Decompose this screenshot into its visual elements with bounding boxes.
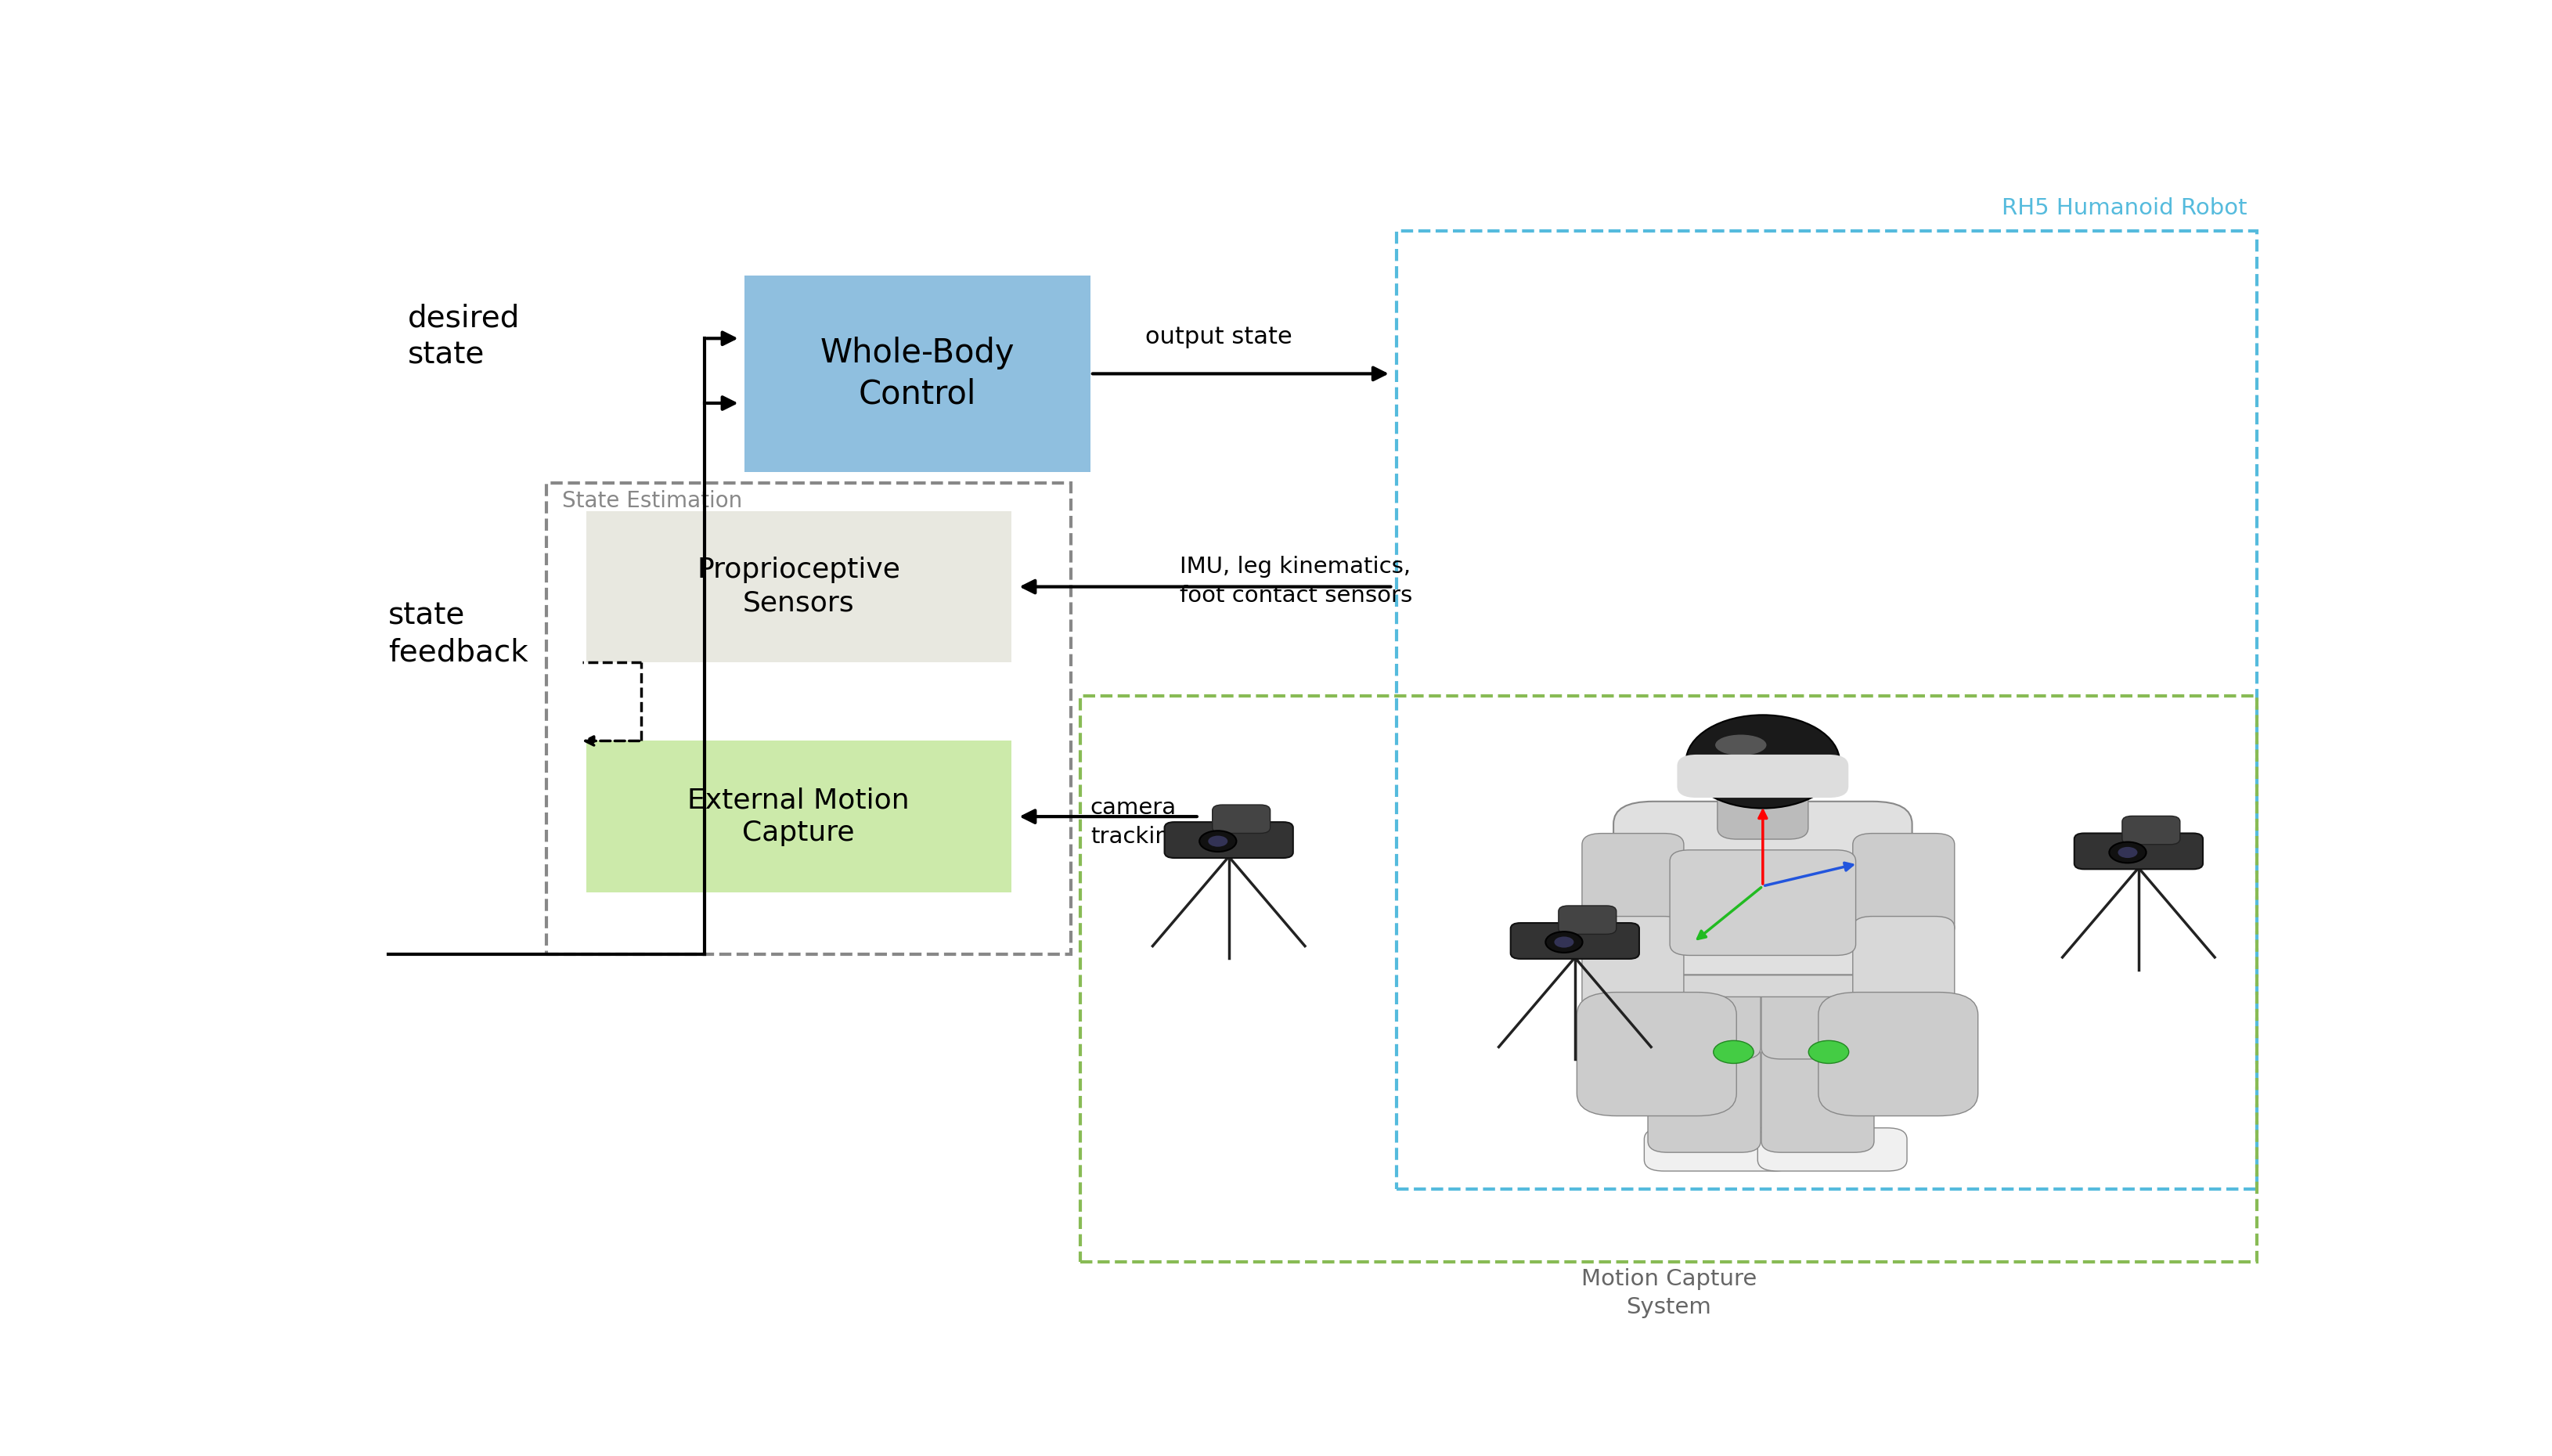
FancyBboxPatch shape (1577, 992, 1735, 1115)
Text: IMU, leg kinematics,
foot contact sensors: IMU, leg kinematics, foot contact sensor… (1179, 556, 1411, 607)
FancyBboxPatch shape (2123, 815, 2179, 844)
Circle shape (1809, 1041, 1848, 1063)
FancyBboxPatch shape (1853, 833, 1955, 939)
Text: Motion Capture
System: Motion Capture System (1582, 1268, 1756, 1319)
Circle shape (2108, 842, 2146, 863)
Circle shape (1554, 936, 1575, 948)
Circle shape (2118, 847, 2139, 858)
Bar (587, 741, 1011, 893)
Text: External Motion
Capture: External Motion Capture (686, 786, 909, 846)
FancyBboxPatch shape (1212, 805, 1271, 833)
FancyBboxPatch shape (1582, 833, 1684, 939)
FancyBboxPatch shape (1649, 1042, 1761, 1152)
Circle shape (1712, 1041, 1753, 1063)
FancyBboxPatch shape (1761, 1042, 1873, 1152)
Text: camera
tracking: camera tracking (1090, 796, 1184, 847)
FancyBboxPatch shape (1853, 916, 1955, 1022)
Bar (1396, 232, 2259, 1190)
Text: RH5 Humanoid Robot: RH5 Humanoid Robot (2001, 198, 2248, 220)
Text: output state: output state (1146, 326, 1291, 348)
Text: desired
state: desired state (408, 304, 521, 370)
FancyBboxPatch shape (1669, 850, 1855, 955)
Circle shape (1547, 932, 1582, 952)
FancyBboxPatch shape (1717, 783, 1809, 839)
Text: Proprioceptive
Sensors: Proprioceptive Sensors (697, 558, 901, 616)
FancyBboxPatch shape (2075, 833, 2202, 869)
FancyBboxPatch shape (1643, 1128, 1794, 1171)
Bar (1079, 696, 2256, 1262)
Text: state
feedback: state feedback (388, 601, 528, 667)
FancyBboxPatch shape (1641, 938, 1886, 997)
Bar (546, 483, 1072, 954)
FancyBboxPatch shape (1758, 1128, 1906, 1171)
FancyBboxPatch shape (1511, 923, 1638, 960)
Bar (745, 275, 1090, 472)
Text: State Estimation: State Estimation (561, 489, 743, 511)
FancyBboxPatch shape (1820, 992, 1978, 1115)
FancyBboxPatch shape (1761, 970, 1873, 1059)
Ellipse shape (1687, 715, 1840, 808)
FancyBboxPatch shape (1677, 754, 1848, 798)
Text: Whole-Body
Control: Whole-Body Control (819, 336, 1016, 411)
FancyBboxPatch shape (1613, 801, 1911, 976)
FancyBboxPatch shape (1164, 823, 1294, 858)
Circle shape (1207, 836, 1228, 847)
FancyBboxPatch shape (1582, 916, 1684, 1022)
FancyBboxPatch shape (1649, 970, 1761, 1059)
Ellipse shape (1715, 735, 1766, 756)
Bar (587, 511, 1011, 662)
Circle shape (1199, 831, 1235, 852)
FancyBboxPatch shape (1559, 906, 1615, 935)
